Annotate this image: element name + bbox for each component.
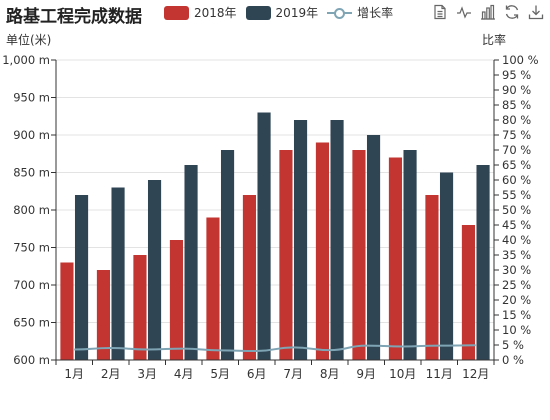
bar-2019年 (257, 112, 271, 360)
right-tick-label: 85 % (502, 98, 531, 112)
right-tick-label: 0 % (502, 353, 524, 367)
right-tick-label: 55 % (502, 188, 531, 202)
right-tick-label: 50 % (502, 203, 531, 217)
bar-2019年 (184, 165, 198, 360)
legend-swatch-2018 (164, 5, 189, 20)
legend-item-2018[interactable]: 2018年 (164, 4, 237, 21)
bar-2018年 (169, 240, 184, 360)
bar-2019年 (439, 172, 454, 360)
left-tick-label: 600 m (13, 353, 50, 367)
legend-item-growth-rate[interactable]: 增长率 (327, 4, 393, 21)
x-tick-label: 10月 (389, 367, 416, 381)
legend-label-2018: 2018年 (194, 6, 237, 20)
x-tick-label: 12月 (462, 367, 489, 381)
toolbox (424, 4, 544, 20)
right-tick-label: 90 % (502, 83, 531, 97)
restore-icon[interactable] (504, 4, 520, 20)
bar-2018年 (96, 270, 111, 360)
right-tick-label: 20 % (502, 293, 531, 307)
bar-2019年 (403, 150, 417, 360)
bar-2019年 (293, 120, 308, 360)
left-tick-label: 1,000 m (2, 53, 50, 67)
line-chart-icon[interactable] (456, 4, 472, 20)
right-tick-label: 60 % (502, 173, 531, 187)
right-tick-label: 30 % (502, 263, 531, 277)
right-tick-label: 40 % (502, 233, 531, 247)
bar-2018年 (133, 255, 147, 360)
left-tick-label: 950 m (13, 91, 50, 105)
legend-label-growth-rate: 增长率 (357, 6, 394, 20)
data-view-icon[interactable] (432, 4, 448, 20)
bar-chart-icon[interactable] (480, 4, 496, 20)
right-tick-label: 65 % (502, 158, 531, 172)
legend: 2018年 2019年 增长率 (164, 4, 402, 21)
left-tick-label: 650 m (13, 316, 50, 330)
left-tick-label: 900 m (13, 128, 50, 142)
bar-2018年 (425, 195, 439, 360)
x-tick-label: 3月 (137, 367, 157, 381)
right-axis-name: 比率 (481, 33, 506, 47)
legend-line-marker (327, 6, 353, 20)
right-tick-label: 10 % (502, 323, 531, 337)
bar-2018年 (315, 142, 330, 360)
x-tick-label: 11月 (426, 367, 453, 381)
x-tick-label: 7月 (283, 367, 303, 381)
bar-2018年 (206, 217, 220, 360)
right-tick-label: 35 % (502, 248, 531, 262)
left-axis-name: 单位(米) (6, 33, 52, 47)
left-tick-label: 800 m (13, 203, 50, 217)
x-tick-label: 2月 (101, 367, 121, 381)
x-tick-label: 8月 (320, 367, 340, 381)
left-tick-label: 700 m (13, 278, 50, 292)
save-image-icon[interactable] (528, 4, 544, 20)
legend-swatch-2019 (245, 5, 271, 20)
left-tick-label: 850 m (13, 166, 50, 180)
bar-2019年 (220, 150, 235, 360)
bar-2019年 (330, 120, 344, 360)
bar-2019年 (74, 195, 89, 360)
x-tick-label: 6月 (247, 367, 267, 381)
chart-title: 路基工程完成数据 (6, 7, 142, 27)
right-tick-label: 45 % (502, 218, 531, 232)
bar-2018年 (242, 195, 257, 360)
x-tick-label: 1月 (64, 367, 84, 381)
bar-2018年 (388, 157, 403, 360)
right-tick-label: 75 % (502, 128, 531, 142)
bar-2019年 (111, 187, 125, 360)
legend-item-2019[interactable]: 2019年 (245, 4, 319, 21)
x-tick-label: 5月 (210, 367, 230, 381)
right-tick-label: 100 % (502, 53, 539, 67)
bar-2018年 (60, 262, 74, 360)
bar-2019年 (147, 180, 162, 360)
right-tick-label: 80 % (502, 113, 531, 127)
bar-2018年 (279, 150, 293, 360)
legend-label-2019: 2019年 (275, 6, 319, 20)
x-tick-label: 9月 (356, 367, 376, 381)
bar-2018年 (352, 150, 366, 360)
left-tick-label: 750 m (13, 241, 50, 255)
right-tick-label: 5 % (502, 338, 524, 352)
x-tick-label: 4月 (174, 367, 194, 381)
bar-2019年 (366, 135, 381, 360)
right-tick-label: 25 % (502, 278, 531, 292)
bar-2018年 (461, 225, 476, 360)
bar-2019年 (476, 165, 490, 360)
right-tick-label: 70 % (502, 143, 531, 157)
right-tick-label: 15 % (502, 308, 531, 322)
growth-rate-line (74, 344, 476, 353)
right-tick-label: 95 % (502, 68, 531, 82)
